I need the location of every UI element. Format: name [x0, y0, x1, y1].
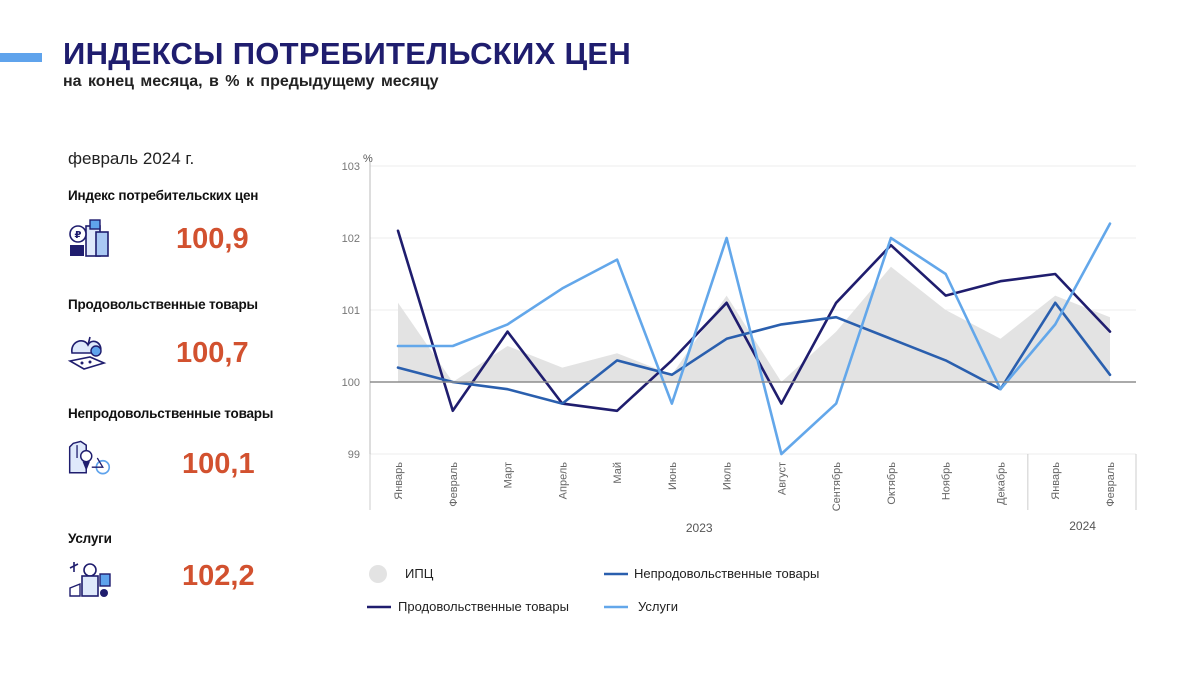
- legend-label-services: Услуги: [638, 599, 678, 614]
- y-tick-label: 101: [342, 305, 360, 317]
- services-icon: [69, 562, 111, 597]
- cpi-icon: ₽: [69, 219, 109, 257]
- kpi-value-food: 100,7: [176, 337, 249, 369]
- legend-marker-cpi: [369, 565, 387, 583]
- y-axis-unit: %: [363, 153, 373, 165]
- y-tick-label: 100: [342, 377, 360, 389]
- page-title: ИНДЕКСЫ ПОТРЕБИТЕЛЬСКИХ ЦЕН: [63, 36, 632, 71]
- x-tick-label: Февраль: [448, 462, 460, 507]
- x-tick-label: Март: [503, 462, 515, 488]
- y-tick-label: 102: [342, 233, 360, 245]
- x-tick-label: Октябрь: [886, 462, 898, 505]
- food-icon: [67, 336, 107, 370]
- x-tick-label: Декабрь: [995, 462, 1007, 505]
- title-accent-bar: [0, 53, 42, 62]
- series-area-cpi: [398, 266, 1110, 382]
- legend-label-nonfood: Непродовольственные товары: [634, 566, 820, 581]
- kpi-label-cpi: Индекс потребительских цен: [68, 188, 259, 203]
- kpi-value-nonfood: 100,1: [182, 448, 255, 480]
- x-tick-label: Август: [776, 462, 788, 495]
- kpi-label-food: Продовольственные товары: [68, 297, 258, 312]
- y-tick-label: 99: [348, 449, 360, 461]
- legend-label-cpi: ИПЦ: [405, 566, 434, 581]
- x-tick-label: Май: [612, 462, 624, 484]
- series-line-services: [396, 222, 1112, 456]
- svg-text:₽: ₽: [75, 230, 82, 241]
- kpi-value-cpi: 100,9: [176, 223, 249, 255]
- summary-period: февраль 2024 г.: [68, 149, 195, 168]
- series-line-nonfood: [396, 301, 1112, 405]
- x-tick-label: Апрель: [557, 462, 569, 500]
- x-tick-label: Июль: [722, 462, 734, 490]
- kpi-label-services: Услуги: [68, 531, 112, 546]
- y-tick-label: 103: [342, 161, 360, 173]
- x-tick-label: Ноябрь: [941, 462, 953, 500]
- legend-label-food: Продовольственные товары: [398, 599, 569, 614]
- x-tick-label: Январь: [393, 462, 405, 500]
- series-line-food: [396, 229, 1112, 413]
- x-tick-label: Сентябрь: [831, 462, 843, 512]
- year-label: 2023: [686, 521, 713, 535]
- x-tick-label: Февраль: [1105, 462, 1117, 507]
- nonfood-icon: [68, 440, 111, 475]
- page-subtitle: на конец месяца, в % к предыдущему месяц…: [63, 73, 439, 90]
- x-tick-label: Январь: [1050, 462, 1062, 500]
- kpi-label-nonfood: Непродовольственные товары: [68, 406, 274, 421]
- x-tick-label: Июнь: [667, 462, 679, 490]
- year-label: 2024: [1069, 519, 1096, 533]
- kpi-value-services: 102,2: [182, 560, 255, 592]
